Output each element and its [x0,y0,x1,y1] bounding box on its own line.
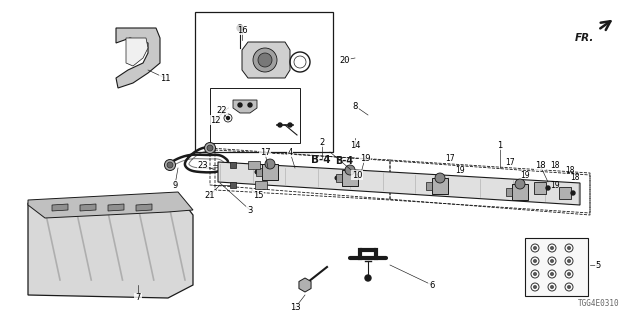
Text: 11: 11 [160,74,170,83]
Polygon shape [559,187,571,199]
Polygon shape [299,278,311,292]
Polygon shape [256,168,262,176]
Text: 6: 6 [429,281,435,290]
Text: 1: 1 [497,140,502,149]
Circle shape [546,186,550,190]
Circle shape [365,275,371,281]
Polygon shape [108,204,124,211]
Text: 19: 19 [455,165,465,174]
Circle shape [258,170,262,174]
Text: 12: 12 [210,116,220,124]
Circle shape [238,103,242,107]
Text: 17: 17 [505,157,515,166]
Circle shape [335,176,339,180]
Text: 3: 3 [247,205,253,214]
Circle shape [167,162,173,168]
Bar [230,182,236,188]
Text: 13: 13 [290,303,300,313]
Circle shape [278,123,282,127]
Polygon shape [336,174,342,182]
Circle shape [345,165,355,175]
Polygon shape [506,188,512,196]
Polygon shape [28,192,193,218]
Text: 4: 4 [287,148,292,156]
Text: 18: 18 [534,161,545,170]
Polygon shape [28,195,193,298]
Bar [525,238,588,296]
Circle shape [253,48,277,72]
Polygon shape [218,162,580,205]
Bar [230,162,236,168]
Polygon shape [262,164,278,180]
Circle shape [207,145,213,151]
Polygon shape [426,182,432,190]
Circle shape [255,170,259,174]
Polygon shape [242,42,290,78]
Polygon shape [80,204,96,211]
Circle shape [533,259,537,263]
Circle shape [248,103,252,107]
Text: 15: 15 [253,190,263,199]
Text: 19: 19 [550,180,560,189]
Polygon shape [432,178,448,194]
Polygon shape [534,182,546,194]
Circle shape [258,53,272,67]
Text: 2: 2 [319,138,324,147]
Circle shape [533,272,537,276]
Polygon shape [52,204,68,211]
Circle shape [550,272,554,276]
Text: 18: 18 [570,172,580,181]
Text: 22: 22 [217,106,227,115]
Text: TGG4E0310: TGG4E0310 [579,299,620,308]
Circle shape [571,191,575,195]
Text: 8: 8 [352,101,358,110]
Text: 14: 14 [349,140,360,149]
Text: 10: 10 [352,171,362,180]
Polygon shape [116,28,160,88]
Polygon shape [248,161,260,169]
Text: FR.: FR. [575,33,594,43]
Circle shape [435,173,445,183]
Circle shape [567,259,571,263]
Polygon shape [342,170,358,186]
Circle shape [567,272,571,276]
Text: 18: 18 [550,161,560,170]
Circle shape [550,285,554,289]
Polygon shape [126,38,148,66]
Text: 23: 23 [198,161,208,170]
Text: 17: 17 [260,148,270,156]
Circle shape [338,176,342,180]
Polygon shape [255,181,267,189]
Circle shape [567,246,571,250]
Circle shape [265,159,275,169]
Circle shape [533,285,537,289]
Circle shape [227,116,230,119]
Polygon shape [512,184,528,200]
Text: 20: 20 [340,55,350,65]
Text: 19: 19 [360,154,371,163]
Text: 9: 9 [172,180,178,189]
Circle shape [237,25,243,31]
Circle shape [567,285,571,289]
Circle shape [550,259,554,263]
Text: 7: 7 [135,293,141,302]
Circle shape [288,123,292,127]
Text: 16: 16 [237,26,247,35]
Circle shape [533,246,537,250]
Polygon shape [136,204,152,211]
Text: B-4: B-4 [335,156,353,166]
Text: 17: 17 [445,154,455,163]
Circle shape [164,159,175,171]
Text: 5: 5 [595,260,600,269]
Circle shape [515,179,525,189]
Bar [195,12,333,152]
Bar [210,88,300,143]
Polygon shape [233,100,257,113]
Text: 19: 19 [520,171,530,180]
Circle shape [205,142,216,154]
Circle shape [550,246,554,250]
Text: 21: 21 [205,190,215,199]
Text: 18: 18 [565,165,575,174]
Text: B-4: B-4 [312,155,331,165]
